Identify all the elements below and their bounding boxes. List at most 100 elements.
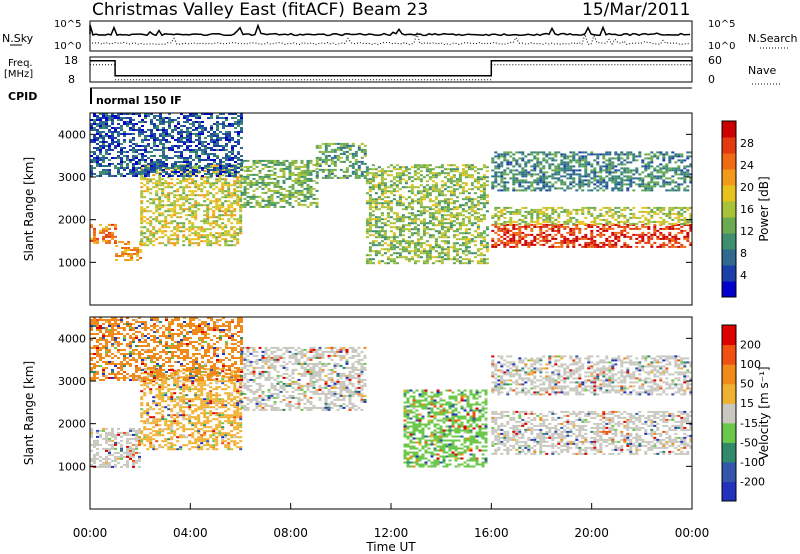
power-cell: [671, 155, 675, 158]
power-cell: [596, 175, 600, 178]
power-cell: [318, 168, 322, 171]
power-cell: [240, 117, 243, 119]
power-cell: [578, 159, 582, 162]
power-cell: [575, 159, 579, 162]
power-cell: [207, 163, 210, 165]
power-cell: [123, 133, 126, 135]
power-cell: [105, 153, 108, 155]
power-cell: [560, 223, 564, 226]
power-cell: [357, 160, 361, 163]
power-cell: [581, 179, 585, 182]
power-cell: [126, 151, 129, 153]
power-cell: [236, 204, 240, 207]
power-cell: [227, 188, 231, 191]
power-cell: [386, 170, 390, 173]
power-cell: [422, 222, 426, 225]
power-cell: [177, 171, 180, 173]
power-cell: [470, 184, 474, 187]
power-cell: [227, 192, 231, 195]
power-cell: [117, 139, 120, 141]
power-cell: [185, 228, 189, 231]
power-cell: [149, 216, 153, 219]
power-cell: [581, 157, 585, 160]
power-cell: [282, 163, 286, 166]
power-cell: [167, 182, 171, 185]
power-cell: [102, 161, 105, 163]
power-cell: [482, 232, 486, 235]
power-cell: [114, 227, 117, 230]
power-cell: [647, 175, 651, 178]
power-cell: [398, 240, 402, 243]
power-cell: [143, 184, 147, 187]
power-cell: [425, 262, 429, 265]
power-cell: [204, 167, 207, 169]
power-cell: [617, 189, 621, 192]
power-cell: [470, 224, 474, 227]
power-cell: [201, 153, 204, 155]
power-cell: [186, 165, 189, 167]
power-cell: [230, 214, 234, 217]
power-cell: [188, 202, 192, 205]
power-cell: [215, 180, 219, 183]
power-cell: [159, 123, 162, 125]
power-cell: [635, 237, 639, 240]
power-cell: [677, 169, 681, 172]
power-cell: [165, 155, 168, 157]
power-cell: [464, 232, 468, 235]
power-cell: [485, 248, 489, 251]
power-cell: [179, 198, 183, 201]
power-cell: [587, 173, 591, 176]
power-cell: [671, 189, 675, 192]
power-cell: [96, 139, 99, 141]
power-cell: [542, 183, 546, 186]
power-cell: [680, 171, 684, 174]
power-cell: [614, 151, 618, 154]
power-cell: [300, 189, 304, 192]
power-cell: [168, 157, 171, 159]
power-cell: [461, 258, 465, 261]
power-cell: [383, 230, 387, 233]
power-cell: [233, 194, 237, 197]
power-cell: [668, 210, 672, 213]
power-cell: [276, 161, 280, 164]
power-cell: [144, 167, 147, 169]
power-cell: [548, 189, 552, 192]
power-cell: [416, 176, 420, 179]
power-cell: [153, 161, 156, 163]
power-cell: [368, 186, 372, 189]
power-cell: [440, 184, 444, 187]
power-cell: [647, 189, 651, 192]
power-cell: [368, 206, 372, 209]
power-cell: [596, 181, 600, 184]
power-cell: [653, 183, 657, 186]
power-cell: [374, 192, 378, 195]
power-cell: [587, 181, 591, 184]
power-cell: [380, 174, 384, 177]
power-cell: [267, 205, 271, 208]
power-cell: [557, 227, 561, 230]
power-cell: [255, 203, 259, 206]
power-cell: [425, 260, 429, 263]
power-cell: [150, 137, 153, 139]
power-cell: [524, 181, 528, 184]
power-cell: [404, 224, 408, 227]
power-cell: [641, 161, 645, 164]
power-cell: [224, 208, 228, 211]
power-cell: [212, 220, 216, 223]
power-cell: [207, 135, 210, 137]
power-cell: [680, 177, 684, 180]
power-cell: [188, 226, 192, 229]
power-cell: [105, 165, 108, 167]
power-cell: [315, 160, 319, 163]
power-cell: [686, 222, 690, 225]
power-cell: [288, 203, 292, 206]
power-cell: [665, 243, 669, 246]
power-cell: [524, 165, 528, 168]
power-cell: [428, 228, 432, 231]
power-cell: [102, 137, 105, 139]
power-cell: [146, 180, 150, 183]
power-cell: [575, 153, 579, 156]
power-cell: [464, 182, 468, 185]
power-cell: [668, 177, 672, 180]
power-cell: [380, 226, 384, 229]
